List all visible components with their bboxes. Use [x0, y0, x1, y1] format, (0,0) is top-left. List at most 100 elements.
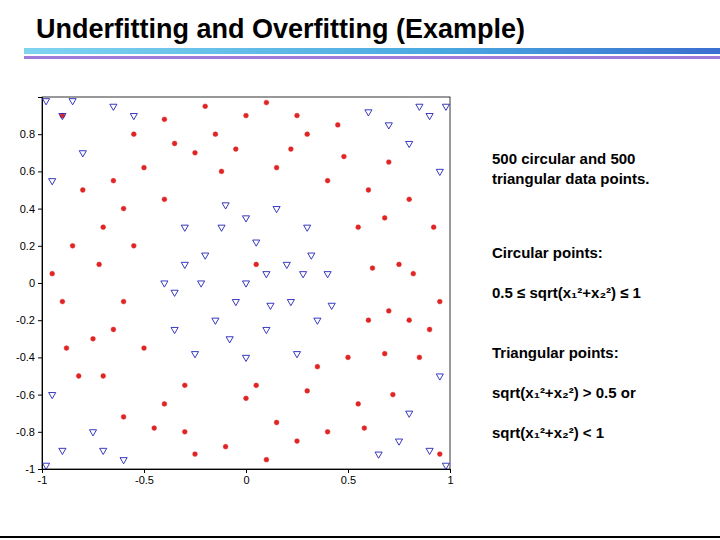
x-tick: 0	[243, 469, 249, 486]
circle-point	[162, 197, 167, 202]
circle-point	[431, 225, 436, 230]
triangle-point	[406, 141, 413, 147]
circle-point	[264, 457, 269, 462]
circle-point	[397, 262, 402, 267]
circle-point	[213, 132, 218, 137]
circle-point	[111, 178, 116, 183]
circle-point	[366, 318, 371, 323]
circle-point	[295, 113, 300, 118]
circle-point	[91, 336, 96, 341]
y-tick: 0.4	[20, 203, 42, 215]
triangle-point	[365, 110, 372, 116]
triangle-point	[242, 355, 249, 361]
circle-point	[274, 420, 279, 425]
triangle-point	[181, 262, 188, 268]
y-axis: -1-0.8-0.6-0.4-0.200.20.40.60.8	[16, 98, 42, 476]
circle-point	[131, 132, 136, 137]
circle-point	[76, 374, 81, 379]
triangle-point	[43, 99, 50, 105]
triangle-point	[212, 318, 219, 324]
triangle-point	[442, 104, 449, 110]
y-tick: -0.2	[16, 314, 42, 326]
circle-point	[193, 150, 198, 155]
y-tick-mark	[38, 246, 42, 247]
circle-point	[121, 415, 126, 420]
y-tick-mark	[38, 469, 42, 470]
y-tick-label: 0.2	[20, 240, 35, 252]
annotation: 0.5 ≤ sqrt(x₁²+x₂²) ≤ 1	[492, 284, 641, 301]
circle-point	[254, 262, 259, 267]
triangle-point	[442, 463, 449, 469]
x-tick-label: 0.5	[341, 474, 356, 486]
triangle-point	[226, 337, 233, 343]
slide: Underfitting and Overfitting (Example)-1…	[0, 0, 720, 540]
y-tick-label: -1	[25, 463, 35, 475]
y-tick-label: 0.8	[20, 128, 35, 140]
triangle-point	[181, 225, 188, 231]
circle-point	[64, 346, 69, 351]
circle-point	[97, 262, 102, 267]
triangle-point	[426, 114, 433, 120]
circle-point	[60, 299, 65, 304]
triangle-point	[130, 114, 137, 120]
x-axis: -1-0.500.51	[38, 469, 454, 486]
circle-point	[162, 402, 167, 407]
triangle-point	[287, 300, 294, 306]
circle-point	[203, 104, 208, 109]
circle-point	[325, 429, 330, 434]
x-tick-mark	[450, 469, 451, 473]
triangle-point	[300, 272, 307, 278]
x-tick: 0.5	[341, 469, 356, 486]
triangle-point	[267, 303, 274, 309]
y-tick: 0.6	[20, 165, 42, 177]
circle-point	[386, 160, 391, 165]
circle-point	[142, 346, 147, 351]
triangle-point	[328, 303, 335, 309]
triangle-point	[43, 463, 50, 469]
y-tick-mark	[38, 134, 42, 135]
triangle-point	[49, 179, 56, 185]
y-tick: -0.8	[16, 426, 42, 438]
y-tick-mark	[38, 171, 42, 172]
y-axis-line	[38, 98, 43, 470]
triangle-point	[263, 272, 270, 278]
triangle-point	[69, 99, 76, 105]
y-tick: -0.4	[16, 351, 42, 363]
y-tick: 0	[29, 277, 42, 289]
circle-point	[111, 327, 116, 332]
footer-rule	[0, 536, 720, 538]
y-tick-mark	[38, 357, 42, 358]
y-tick: 0.2	[20, 240, 42, 252]
triangle-point	[304, 225, 311, 231]
triangle-point	[242, 281, 249, 287]
title-rule-thin	[24, 56, 720, 59]
triangle-point	[222, 203, 229, 209]
triangle-point	[89, 430, 96, 436]
triangle-point	[273, 207, 280, 213]
annotation: Triangular points:	[492, 344, 619, 361]
triangle-point	[308, 253, 315, 259]
circle-point	[437, 452, 442, 457]
circle-point	[295, 439, 300, 444]
circle-point	[131, 243, 136, 248]
title-rule	[24, 48, 720, 54]
annotation: sqrt(x₁²+x₂²) > 0.5 or	[492, 384, 636, 401]
triangle-point	[49, 393, 56, 399]
triangle-point	[171, 290, 178, 296]
x-tick: 1	[447, 469, 453, 486]
x-tick-mark	[144, 469, 145, 473]
circle-point	[142, 165, 147, 170]
circle-point	[335, 123, 340, 128]
annotation: sqrt(x₁²+x₂²) < 1	[492, 424, 604, 441]
circle-point	[370, 266, 375, 271]
triangle-point	[395, 439, 402, 445]
circle-point	[70, 243, 75, 248]
circle-point	[305, 388, 310, 393]
triangle-point	[436, 374, 443, 380]
annotation: 500 circular and 500triangular data poin…	[492, 150, 650, 187]
circle-point	[427, 327, 432, 332]
y-tick-label: -0.4	[16, 351, 35, 363]
circle-point	[80, 188, 85, 193]
circle-point	[417, 355, 422, 360]
triangle-point	[59, 114, 66, 120]
